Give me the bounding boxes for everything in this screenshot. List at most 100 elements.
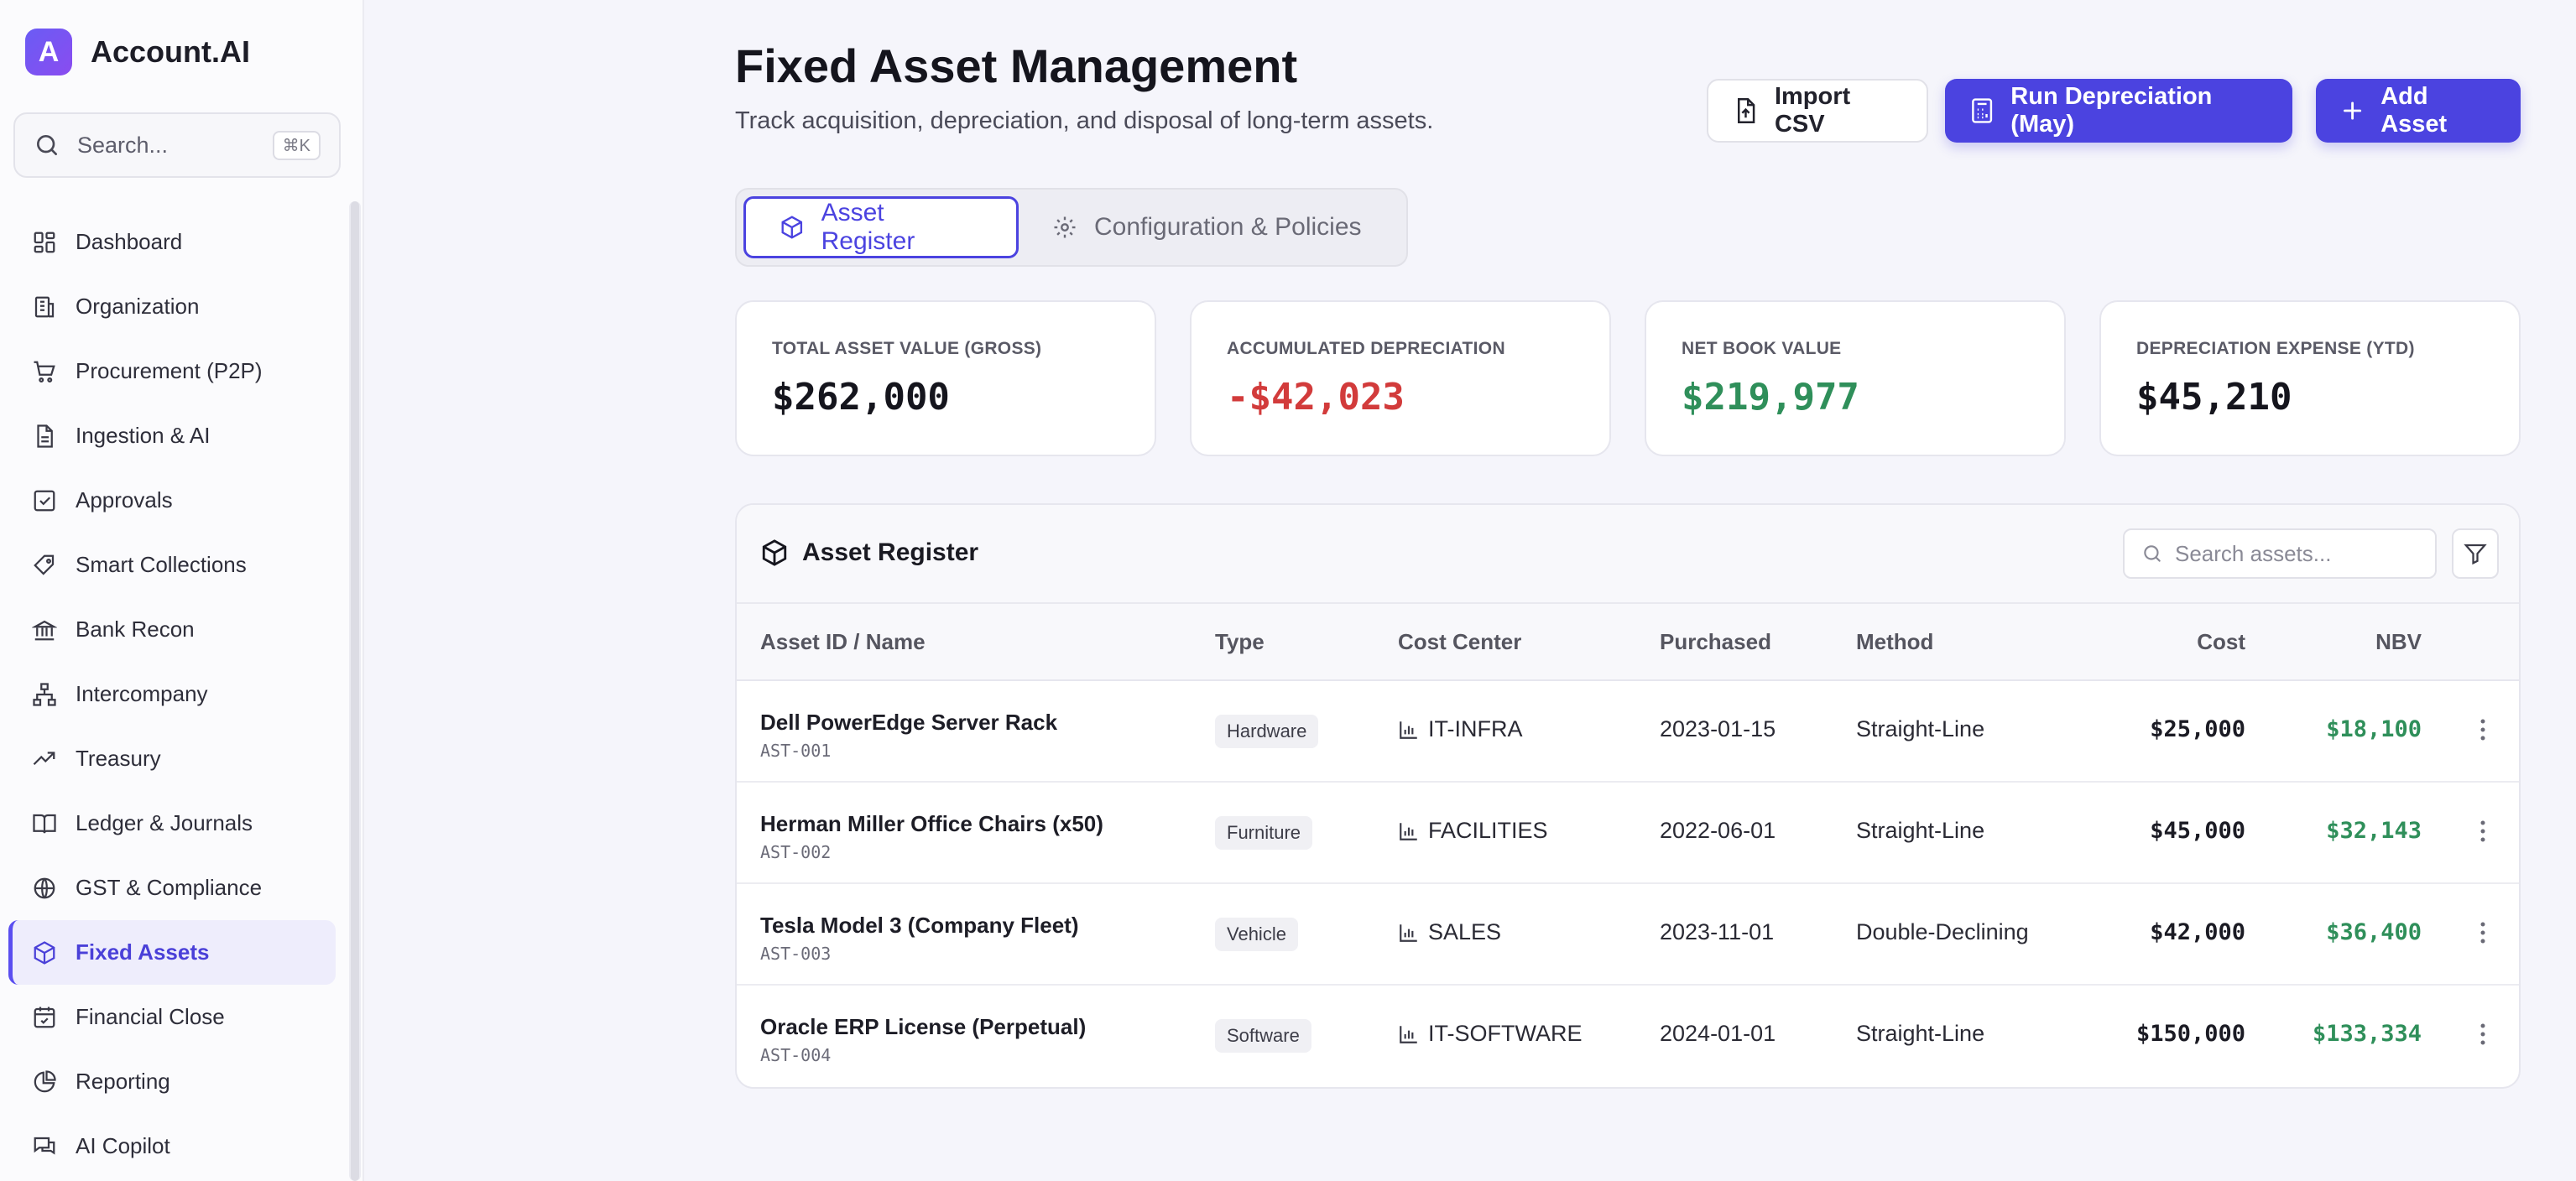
depreciation-method: Straight-Line [1856,1021,1985,1046]
sidebar-item-fixed-assets[interactable]: Fixed Assets [8,920,336,985]
filter-button[interactable] [2452,528,2499,579]
asset-cost: $42,000 [2150,919,2245,945]
search-icon [2144,545,2161,562]
sidebar-search-placeholder: Search... [77,132,169,158]
stat-label: ACCUMULATED DEPRECIATION [1227,339,1505,358]
sidebar-item-approvals[interactable]: Approvals [8,468,336,533]
asset-name-cell: Herman Miller Office Chairs (x50) AST-00… [760,811,1103,862]
sidebar-item-treasury[interactable]: Treasury [8,726,336,791]
asset-nbv: $133,334 [2312,1021,2422,1047]
column-header-nbv[interactable]: NBV [2375,629,2422,654]
column-header-cost-center[interactable]: Cost Center [1398,629,1522,654]
asset-name: Dell PowerEdge Server Rack [760,710,1058,735]
sidebar-item-label: Intercompany [76,681,208,706]
page-title: Fixed Asset Management [735,39,1298,92]
asset-id: AST-002 [760,842,832,862]
bar-chart-icon [1400,822,1417,840]
asset-cost: $150,000 [2135,1021,2245,1047]
shortcut-badge: ⌘K [272,130,321,160]
row-menu-button[interactable] [2470,916,2495,955]
sidebar-item-label: Ledger & Journals [76,810,253,835]
sidebar-item-gst[interactable]: GST & Compliance [8,856,336,920]
table-row[interactable]: Tesla Model 3 (Company Fleet) AST-003 Ve… [737,884,2519,986]
sidebar-item-label: Smart Collections [76,552,247,577]
dashboard-icon [30,228,59,257]
asset-cost: $45,000 [2150,818,2245,844]
stat-card-net-book-value: NET BOOK VALUE $219,977 [1645,300,2066,456]
network-icon [30,680,59,709]
table-row[interactable]: Herman Miller Office Chairs (x50) AST-00… [737,783,2519,884]
asset-id: AST-004 [760,1045,832,1065]
trend-icon [30,745,59,773]
sidebar-item-reporting[interactable]: Reporting [8,1049,336,1114]
column-header-name[interactable]: Asset ID / Name [760,629,926,654]
cost-center: IT-SOFTWARE [1428,1021,1583,1046]
column-header-purchased[interactable]: Purchased [1660,629,1771,654]
search-icon [37,135,57,155]
asset-id: AST-003 [760,944,832,964]
sidebar-item-smart-collections[interactable]: Smart Collections [8,533,336,597]
asset-name-cell: Dell PowerEdge Server Rack AST-001 [760,710,1057,761]
sidebar-item-label: Approvals [76,487,173,512]
run-depreciation-button[interactable]: Run Depreciation (May) [1945,79,2292,143]
table-row[interactable]: Dell PowerEdge Server Rack AST-001 Hardw… [737,681,2519,783]
type-cell: Software [1215,1019,1311,1053]
stat-card-gross-value: TOTAL ASSET VALUE (GROSS) $262,000 [735,300,1156,456]
stat-label: DEPRECIATION EXPENSE (YTD) [2136,339,2415,358]
tab-asset-register[interactable]: Asset Register [743,196,1019,258]
sidebar-item-procurement[interactable]: Procurement (P2P) [8,339,336,403]
row-menu-button[interactable] [2470,713,2495,752]
column-header-type[interactable]: Type [1215,629,1265,654]
chat-icon [30,1132,59,1161]
table-row[interactable]: Oracle ERP License (Perpetual) AST-004 S… [737,986,2519,1087]
sidebar-item-organization[interactable]: Organization [8,274,336,339]
cost-center-cell: FACILITIES [1398,818,1548,844]
sidebar-item-dashboard[interactable]: Dashboard [8,210,336,274]
asset-name-cell: Tesla Model 3 (Company Fleet) AST-003 [760,913,1078,964]
sidebar-item-intercompany[interactable]: Intercompany [8,662,336,726]
sidebar-item-label: Ingestion & AI [76,423,211,448]
row-menu-button[interactable] [2470,1017,2495,1057]
asset-name: Oracle ERP License (Perpetual) [760,1014,1087,1039]
panel-title-text: Asset Register [802,538,979,566]
globe-icon [30,874,59,903]
asset-search[interactable] [2123,528,2437,579]
document-icon [30,422,59,450]
sidebar-item-ingestion[interactable]: Ingestion & AI [8,403,336,468]
row-menu-button[interactable] [2470,814,2495,854]
stat-value: $262,000 [772,376,950,419]
asset-search-input[interactable] [2175,540,2427,567]
plus-icon [2344,101,2362,120]
purchased-date: 2023-11-01 [1660,919,1775,944]
sidebar-item-ledger[interactable]: Ledger & Journals [8,791,336,856]
asset-name-cell: Oracle ERP License (Perpetual) AST-004 [760,1014,1086,1065]
type-cell: Vehicle [1215,918,1298,951]
type-badge: Vehicle [1215,918,1298,951]
sidebar-item-label: GST & Compliance [76,875,263,900]
add-asset-button[interactable]: Add Asset [2316,79,2521,143]
sidebar-search[interactable]: Search... ⌘K [13,112,341,178]
sidebar-scrollbar-thumb[interactable] [351,201,359,1181]
calendar-icon [30,1003,59,1032]
panel-title: Asset Register [760,538,978,567]
sidebar-item-financial-close[interactable]: Financial Close [8,985,336,1049]
type-badge: Hardware [1215,715,1319,748]
filter-icon [2464,544,2487,565]
asset-name: Tesla Model 3 (Company Fleet) [760,913,1079,938]
sidebar-item-bank-recon[interactable]: Bank Recon [8,597,336,662]
bar-chart-icon [1400,1025,1417,1043]
tab-label: Configuration & Policies [1094,213,1362,241]
column-header-method[interactable]: Method [1856,629,1934,654]
type-cell: Furniture [1215,816,1313,850]
sidebar-item-ai-copilot[interactable]: AI Copilot [8,1114,336,1178]
stat-value: -$42,023 [1227,376,1405,419]
brand[interactable]: A Account.AI [25,29,250,75]
stat-value: $45,210 [2136,376,2292,419]
column-header-cost[interactable]: Cost [2197,629,2245,654]
import-csv-button[interactable]: Import CSV [1707,79,1928,143]
book-icon [30,809,59,838]
asset-cost: $25,000 [2150,716,2245,742]
tab-configuration[interactable]: Configuration & Policies [1019,196,1395,258]
sidebar-item-label: Bank Recon [76,617,195,642]
type-badge: Software [1215,1019,1311,1053]
